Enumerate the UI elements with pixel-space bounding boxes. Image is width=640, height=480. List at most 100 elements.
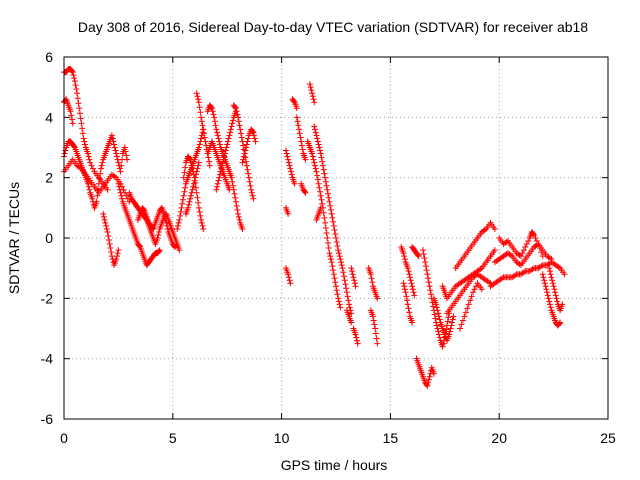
data-point (187, 159, 194, 166)
data-point (111, 173, 118, 180)
data-point (123, 152, 130, 159)
axis-ticks (63, 56, 609, 420)
data-point (478, 286, 485, 293)
data-point (156, 248, 163, 255)
data-point (215, 135, 222, 142)
data-point (550, 283, 557, 290)
data-point (240, 156, 247, 163)
data-point (104, 186, 111, 193)
data-point (210, 111, 217, 118)
data-point (311, 126, 318, 133)
data-point (561, 271, 568, 278)
data-point (216, 171, 223, 178)
data-point (180, 192, 187, 199)
data-point (323, 229, 330, 236)
data-point (296, 130, 303, 137)
data-point (195, 144, 202, 151)
data-point (447, 325, 454, 332)
y-tick-label: -2 (41, 290, 54, 306)
x-tick-label: 5 (169, 430, 177, 446)
data-point (549, 277, 556, 284)
data-point (369, 313, 376, 320)
data-point (194, 93, 201, 100)
data-point (158, 205, 165, 212)
data-point (311, 159, 318, 166)
data-point (310, 96, 317, 103)
data-point (400, 250, 407, 257)
data-point (76, 110, 83, 117)
y-tick-label: 2 (45, 170, 53, 186)
data-point (333, 239, 340, 246)
data-point (450, 313, 457, 320)
data-point (557, 319, 564, 326)
data-point (116, 183, 123, 190)
data-point (406, 271, 413, 278)
x-tick-label: 10 (274, 430, 290, 446)
data-point (177, 208, 184, 215)
data-point (243, 162, 250, 169)
data-point (154, 235, 161, 241)
data-point (108, 132, 115, 139)
data-point (248, 186, 255, 193)
data-point (99, 159, 106, 166)
data-point (205, 154, 212, 161)
data-point (296, 126, 303, 133)
data-point (328, 210, 335, 217)
data-point (411, 292, 418, 299)
data-point (235, 118, 242, 125)
data-point (314, 176, 321, 183)
data-point (208, 104, 215, 111)
data-point (535, 241, 542, 248)
data-point (200, 225, 207, 232)
data-point (212, 122, 219, 129)
data-point (86, 186, 93, 193)
data-point (71, 75, 78, 82)
data-point (193, 189, 200, 196)
data-point (156, 247, 163, 254)
data-point (325, 245, 332, 252)
data-point (86, 156, 93, 163)
data-point (177, 212, 184, 219)
y-tick-label: 0 (45, 230, 53, 246)
data-point (223, 144, 230, 151)
data-point (76, 105, 83, 112)
data-point (333, 283, 339, 290)
data-point (115, 159, 122, 166)
data-point (468, 293, 475, 300)
data-point (409, 319, 416, 326)
data-point (552, 289, 559, 296)
data-point (235, 210, 242, 217)
data-point (321, 214, 328, 221)
chart-title: Day 308 of 2016, Sidereal Day-to-day VTE… (78, 19, 588, 35)
data-point (477, 266, 484, 273)
data-point (306, 81, 313, 88)
data-point (559, 301, 566, 308)
data-point (87, 159, 94, 166)
data-point (206, 162, 213, 169)
data-point (243, 141, 250, 148)
data-point (309, 153, 316, 160)
data-point (329, 214, 336, 221)
data-point (449, 319, 456, 326)
data-point (199, 222, 206, 229)
data-point (420, 247, 427, 254)
data-point (181, 169, 188, 176)
data-point (112, 147, 119, 154)
data-point (113, 253, 120, 260)
data-point (539, 271, 546, 278)
data-point (288, 168, 295, 175)
data-point (427, 287, 434, 294)
data-point (283, 150, 290, 157)
data-point (231, 190, 238, 197)
data-point (194, 194, 201, 201)
data-point (201, 134, 208, 141)
data-point (220, 156, 227, 163)
data-point (336, 301, 343, 308)
data-point (407, 277, 414, 284)
data-point (432, 315, 439, 322)
data-point (140, 206, 147, 213)
data-point (325, 194, 332, 201)
data-point (251, 132, 258, 139)
data-point (216, 138, 223, 145)
data-point (326, 198, 333, 205)
